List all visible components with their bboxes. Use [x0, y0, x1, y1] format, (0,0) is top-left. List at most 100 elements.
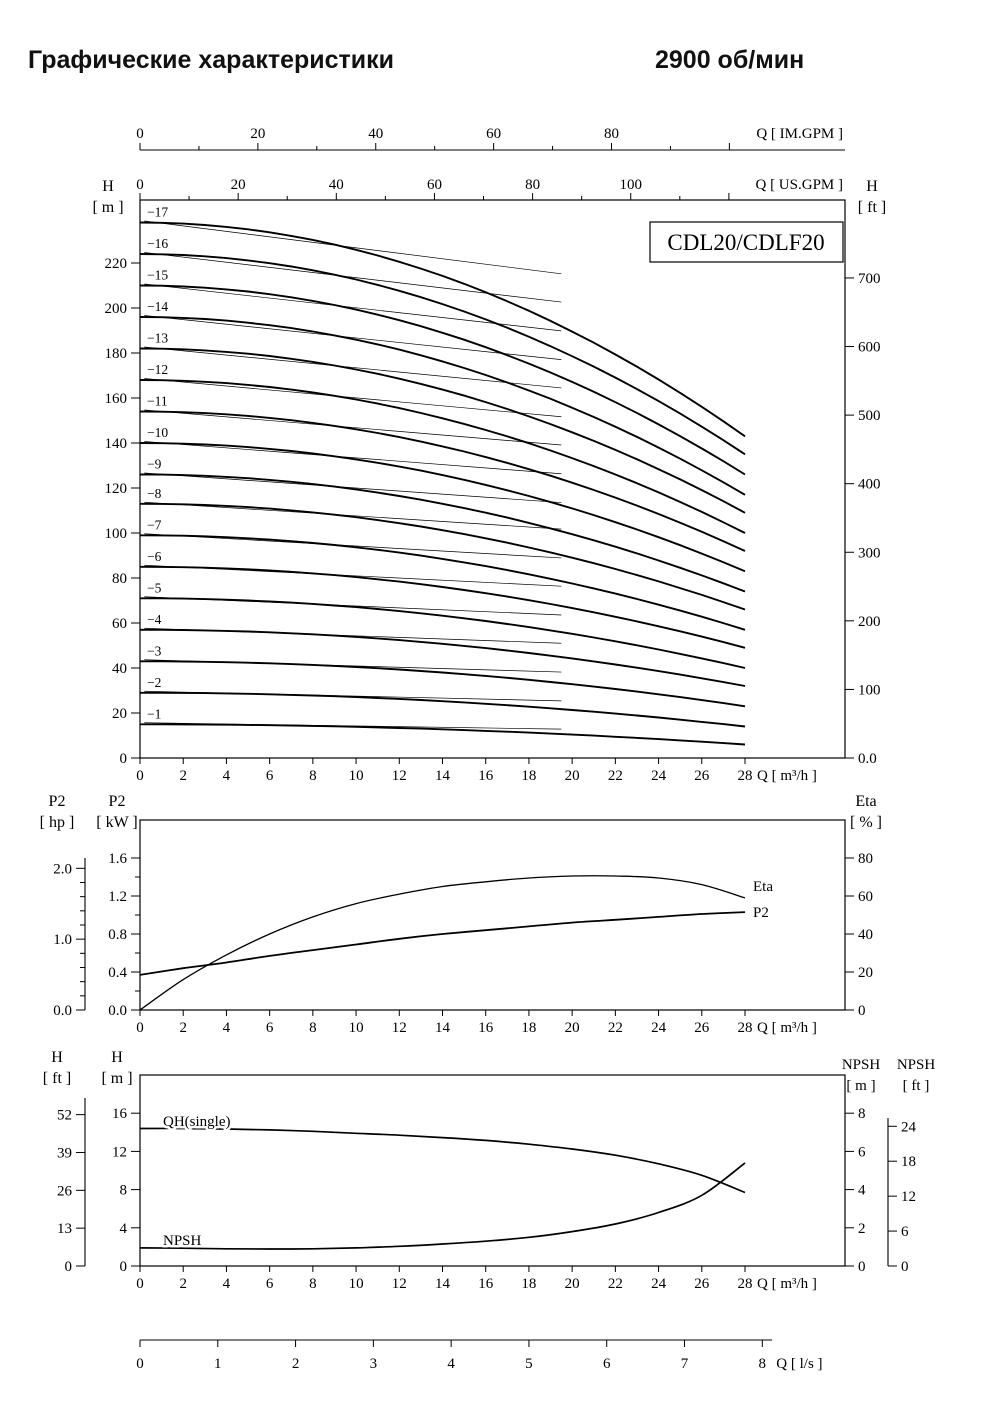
svg-text:0.8: 0.8 [108, 927, 127, 943]
svg-text:4: 4 [223, 1276, 231, 1292]
stage-thick-curve [139, 534, 746, 631]
svg-text:600: 600 [858, 340, 881, 356]
stage-thin-line [144, 472, 562, 503]
svg-text:20: 20 [565, 1276, 580, 1292]
svg-text:2: 2 [858, 1221, 866, 1237]
svg-text:80: 80 [525, 177, 540, 193]
h-ft-single-axis-unit: [ ft ] [43, 1070, 71, 1087]
stage-curve-minus-5: −5 [140, 578, 746, 669]
stage-thick-curve [139, 379, 746, 534]
npsh-curve [139, 1162, 746, 1250]
power-chart-frame [139, 819, 846, 1011]
svg-text:18: 18 [521, 768, 536, 784]
stage-label: −14 [147, 299, 168, 314]
stage-label: −3 [147, 643, 162, 658]
svg-text:12: 12 [392, 1276, 407, 1292]
stage-curve-minus-11: −11 [139, 391, 746, 552]
svg-text:0: 0 [136, 768, 144, 784]
svg-text:24: 24 [651, 1276, 667, 1292]
axis-eta: 0 20 40 60 80 Eta [ % ] [845, 793, 882, 1019]
svg-text:80: 80 [858, 851, 873, 867]
svg-text:7: 7 [681, 1356, 689, 1372]
svg-text:4: 4 [223, 1020, 231, 1036]
svg-text:0.0: 0.0 [108, 1003, 127, 1019]
svg-text:28: 28 [738, 1020, 753, 1036]
svg-text:1.2: 1.2 [108, 889, 127, 905]
stage-thin-line [144, 378, 562, 418]
svg-text:160: 160 [105, 391, 128, 407]
h-m-single-axis-name: H [111, 1049, 123, 1066]
svg-text:20: 20 [565, 768, 580, 784]
svg-text:6: 6 [266, 768, 274, 784]
q-m3h-axis-label: Q [ m³/h ] [757, 1020, 817, 1036]
svg-text:6: 6 [266, 1020, 274, 1036]
pump-model-label: CDL20/CDLF20 [667, 230, 824, 255]
svg-text:13: 13 [57, 1221, 72, 1237]
axis-q-m3h-main: 0 2 4 6 8 10 12 14 16 18 20 22 24 26 28 Q [ m³/h ] [136, 758, 817, 784]
svg-text:26: 26 [694, 1276, 710, 1292]
svg-text:20: 20 [858, 965, 873, 981]
svg-text:0: 0 [120, 1259, 128, 1275]
p2-curve-label: P2 [753, 905, 769, 921]
axis-q-m3h-power: 0 2 4 6 8 10 12 14 16 18 20 22 24 26 28 Q [ m³/h ] [136, 1010, 817, 1036]
svg-text:10: 10 [349, 1276, 364, 1292]
svg-text:0: 0 [65, 1259, 73, 1275]
svg-text:0: 0 [120, 751, 128, 767]
axis-npsh-m: 0 2 4 6 8 NPSH [ m ] [842, 1057, 881, 1275]
stage-thick-curve [139, 221, 746, 438]
svg-text:0: 0 [136, 126, 144, 142]
eta-curve-label: Eta [753, 879, 773, 895]
stage-label: −17 [147, 205, 168, 220]
svg-text:4: 4 [858, 1183, 866, 1199]
power-eta-chart: 0.0 0.4 0.8 1.2 1.6 P2 [ kW ] 0.0 1.0 2.0 P2 [ hp ]… [40, 793, 882, 1036]
us-gpm-axis-label: Q [ US.GPM ] [755, 177, 843, 193]
stage-curve-minus-4: −4 [140, 609, 746, 687]
axis-npsh-ft: 0 6 12 18 24 NPSH [ ft ] [887, 1057, 935, 1275]
stage-curve-minus-13: −13 [139, 328, 746, 514]
h-m-axis-name: H [102, 178, 114, 195]
svg-text:24: 24 [901, 1119, 917, 1135]
stage-curve-minus-3: −3 [140, 641, 746, 708]
p2-hp-axis-unit: [ hp ] [40, 814, 75, 831]
svg-text:0: 0 [858, 1259, 866, 1275]
svg-text:39: 39 [57, 1145, 72, 1161]
stage-thick-curve [139, 316, 746, 496]
main-chart-frame [139, 199, 846, 759]
stage-curve-minus-12: −12 [139, 360, 746, 534]
svg-text:1.0: 1.0 [53, 932, 72, 948]
svg-text:100: 100 [105, 526, 128, 542]
stage-label: −1 [147, 706, 161, 721]
stage-thick-curve [140, 660, 746, 708]
stage-curve-minus-15: −15 [139, 265, 746, 476]
npsh-ft-axis-unit: [ ft ] [903, 1078, 930, 1094]
stage-label: −6 [147, 549, 162, 564]
stage-thick-curve [139, 565, 746, 649]
svg-text:2: 2 [292, 1356, 300, 1372]
svg-text:200: 200 [105, 301, 128, 317]
svg-text:12: 12 [392, 768, 407, 784]
p2-kw-axis-unit: [ kW ] [96, 814, 137, 831]
svg-text:2: 2 [179, 1276, 187, 1292]
svg-text:20: 20 [250, 126, 265, 142]
svg-text:8: 8 [759, 1356, 767, 1372]
svg-text:0: 0 [901, 1259, 909, 1275]
stage-curve-minus-1: −1 [140, 704, 746, 746]
stage-thin-line [144, 533, 562, 559]
svg-text:10: 10 [349, 768, 364, 784]
svg-text:0: 0 [136, 1276, 144, 1292]
stage-thin-line [144, 409, 562, 446]
stage-label: −8 [147, 486, 162, 501]
svg-text:8: 8 [309, 1276, 317, 1292]
stage-thick-curve [140, 723, 746, 746]
stage-label: −5 [147, 580, 162, 595]
p2-hp-axis-name: P2 [49, 793, 66, 810]
npsh-m-axis-name: NPSH [842, 1057, 881, 1073]
q-ls-axis-label: Q [ l/s ] [776, 1356, 822, 1372]
stage-thick-curve [139, 284, 746, 476]
axis-p2-hp: 0.0 1.0 2.0 P2 [ hp ] [40, 793, 86, 1019]
svg-text:100: 100 [858, 682, 881, 698]
svg-text:0: 0 [136, 1020, 144, 1036]
svg-text:8: 8 [309, 768, 317, 784]
